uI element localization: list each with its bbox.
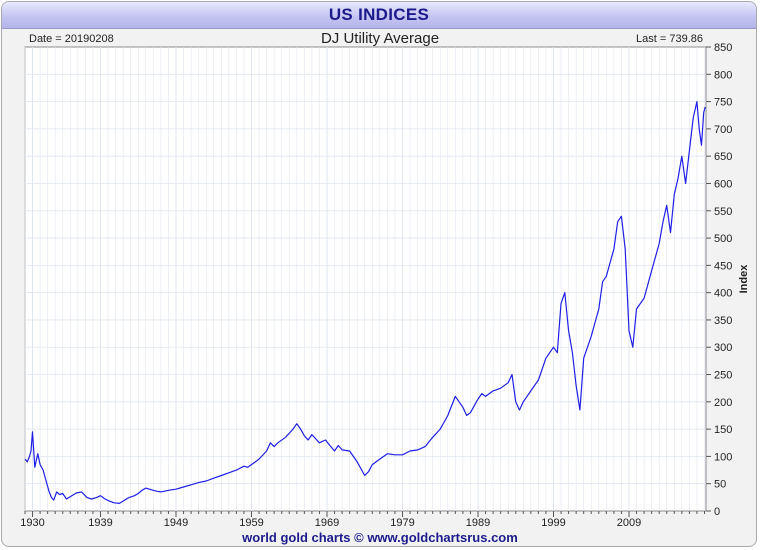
y-tick-label: 550 <box>714 206 732 218</box>
y-tick-label: 200 <box>714 397 732 409</box>
y-tick-label: 700 <box>714 124 732 136</box>
header-title: US INDICES <box>328 5 430 24</box>
x-tick-label: 1939 <box>88 517 112 529</box>
x-tick-label: 1959 <box>239 517 263 529</box>
series-line-dj-utility <box>24 101 706 504</box>
y-tick-label: 250 <box>714 370 732 382</box>
y-tick-label: 400 <box>714 288 732 300</box>
x-tick-label: 1999 <box>541 517 565 529</box>
x-tick-label: 2009 <box>617 517 641 529</box>
last-value-label: Last = 739.86 <box>636 33 703 45</box>
y-tick-label: 600 <box>714 178 732 190</box>
x-tick-label: 1949 <box>164 517 188 529</box>
y-tick-label: 650 <box>714 151 732 163</box>
y-tick-label: 350 <box>714 315 732 327</box>
date-label: Date = 20190208 <box>29 33 114 45</box>
y-axis: 0 50 100 150 200 250 300 350 400 450 500 550 600 650 7… <box>706 42 732 518</box>
footer-credit: world gold charts © www.goldchartsrus.co… <box>242 530 518 545</box>
y-tick-label: 150 <box>714 424 732 436</box>
x-axis: 1930 1939 1949 1959 1969 1979 1989 1999 2009 <box>20 511 705 529</box>
chart-title: DJ Utility Average <box>320 30 440 47</box>
x-tick-label: 1930 <box>20 517 44 529</box>
y-axis-label: Index <box>738 264 750 294</box>
y-tick-label: 50 <box>714 479 726 491</box>
grid-lines <box>24 47 706 511</box>
x-tick-label: 1979 <box>390 517 414 529</box>
header-banner: US INDICES <box>2 2 756 29</box>
y-tick-label: 750 <box>714 97 732 109</box>
y-tick-label: 850 <box>714 42 732 54</box>
y-tick-label: 500 <box>714 233 732 245</box>
y-tick-label: 300 <box>714 342 732 354</box>
y-tick-label: 450 <box>714 260 732 272</box>
y-tick-label: 100 <box>714 451 732 463</box>
x-tick-label: 1989 <box>466 517 490 529</box>
x-tick-label: 1969 <box>315 517 339 529</box>
y-tick-label: 800 <box>714 69 732 81</box>
y-tick-label: 0 <box>714 506 720 518</box>
